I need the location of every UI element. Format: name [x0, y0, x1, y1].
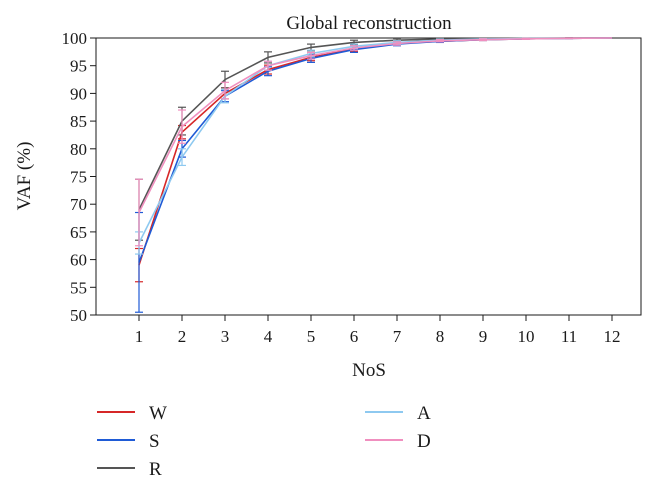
- x-tick-label: 3: [221, 327, 230, 346]
- y-tick-label: 70: [70, 195, 87, 214]
- series-R: [135, 37, 613, 241]
- series-A: [135, 37, 613, 255]
- legend-label-A: A: [417, 403, 431, 424]
- y-tick-label: 75: [70, 168, 87, 187]
- legend-label-S: S: [149, 431, 160, 452]
- x-tick-label: 2: [178, 327, 187, 346]
- series-line-R: [138, 37, 613, 211]
- legend-label-R: R: [149, 459, 162, 480]
- x-tick-label: 6: [350, 327, 359, 346]
- chart-title: Global reconstruction: [286, 13, 452, 34]
- x-tick-label: 9: [479, 327, 488, 346]
- y-axis: 50 55 60 65 70 75 80 85 90 95 100: [62, 29, 96, 325]
- y-tick-label: 55: [70, 278, 87, 297]
- x-axis: 1 2 3 4 5 6 7 8 9 10 11 12: [135, 315, 621, 346]
- legend-label-W: W: [149, 403, 167, 424]
- y-tick-label: 85: [70, 112, 87, 131]
- plot-frame: [95, 37, 642, 316]
- y-tick-label: 90: [70, 84, 87, 103]
- x-tick-label: 10: [518, 327, 535, 346]
- legend: WSR AD: [97, 403, 431, 480]
- y-tick-label: 60: [70, 251, 87, 270]
- legend-label-D: D: [417, 431, 431, 452]
- y-tick-label: 50: [70, 306, 87, 325]
- y-tick-label: 65: [70, 223, 87, 242]
- y-tick-label: 100: [62, 29, 88, 48]
- series-W: [135, 37, 613, 283]
- x-tick-label: 7: [393, 327, 402, 346]
- x-tick-label: 8: [436, 327, 445, 346]
- series-line-D: [138, 37, 613, 213]
- x-tick-label: 1: [135, 327, 144, 346]
- series-D: [135, 37, 613, 247]
- series-layer: [135, 37, 613, 313]
- x-axis-title: NoS: [352, 360, 386, 381]
- series-line-A: [138, 37, 613, 244]
- series-S: [135, 37, 613, 313]
- series-line-W: [138, 37, 613, 266]
- x-tick-label: 12: [604, 327, 621, 346]
- y-tick-label: 80: [70, 140, 87, 159]
- x-tick-label: 11: [561, 327, 577, 346]
- x-tick-label: 4: [264, 327, 273, 346]
- series-line-S: [138, 37, 613, 263]
- y-tick-label: 95: [70, 57, 87, 76]
- x-tick-label: 5: [307, 327, 316, 346]
- y-axis-title: VAF (%): [14, 142, 35, 211]
